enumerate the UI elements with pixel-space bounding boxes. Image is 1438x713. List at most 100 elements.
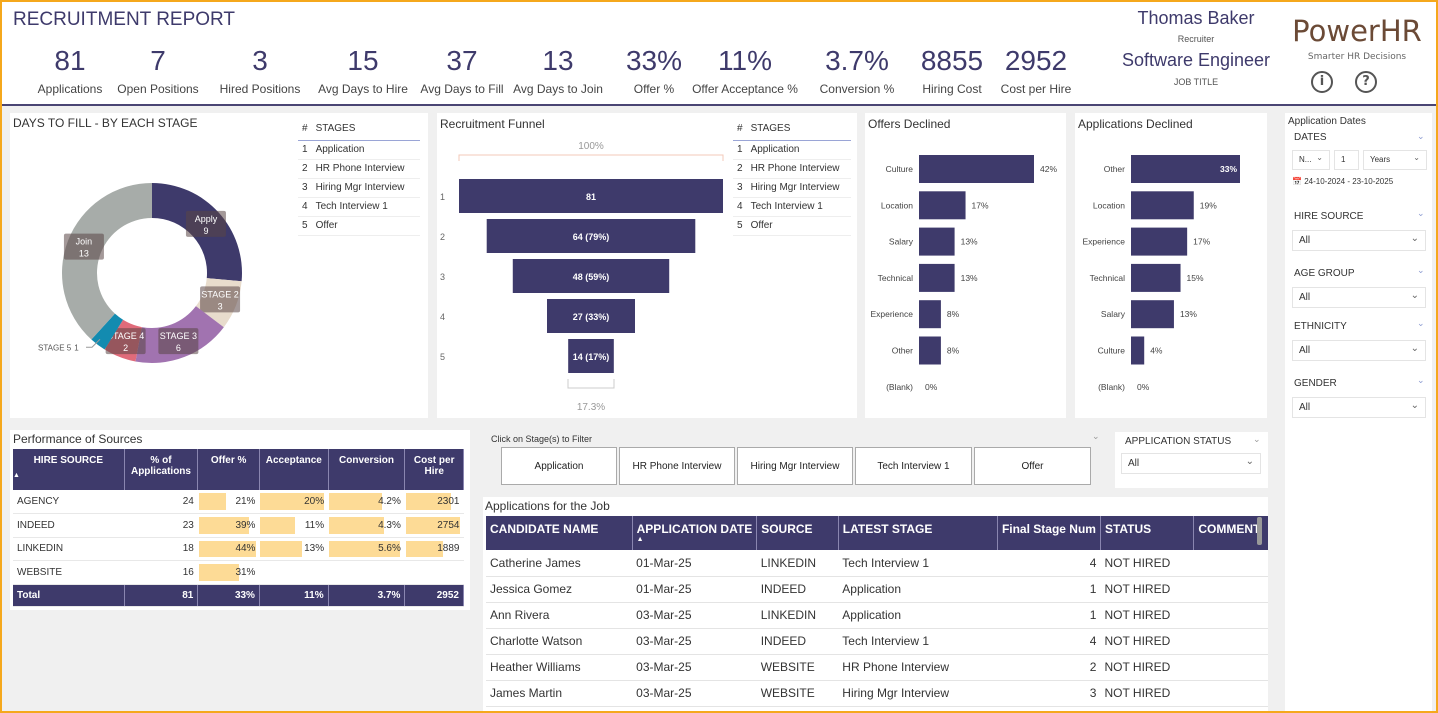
funnel-bar[interactable] [486, 219, 696, 253]
bar[interactable] [1131, 155, 1240, 183]
table-row[interactable]: Ann Rivera 03-Mar-25 LINKEDIN Application 1 N… [486, 602, 1268, 629]
table-row[interactable]: INDEED 23 39% 11% 4.3% 2754 [13, 513, 464, 538]
bar[interactable] [919, 155, 1034, 183]
cell-value: 81 [182, 589, 194, 601]
bar[interactable] [919, 227, 955, 256]
funnel-bar[interactable] [459, 179, 723, 213]
application-status-select[interactable]: All ⌄ [1121, 453, 1261, 474]
bar[interactable] [919, 336, 941, 365]
stage-filter-button[interactable]: HR Phone Interview [619, 447, 735, 485]
table-scrollbar[interactable] [1257, 517, 1262, 545]
stage-row[interactable]: 2 HR Phone Interview [733, 160, 851, 179]
bar[interactable] [1131, 227, 1188, 256]
bar-category-label: Other [1104, 164, 1125, 174]
funnel-bar[interactable] [568, 339, 614, 373]
column-header[interactable]: LATEST STAGE [838, 516, 998, 550]
stage-row[interactable]: 4 Tech Interview 1 [298, 198, 420, 217]
calendar-icon: 📅 [1292, 177, 1302, 186]
bar[interactable] [919, 191, 966, 220]
applications-panel: Applications for the Job CANDIDATE NAME A… [483, 497, 1268, 713]
column-header[interactable]: APPLICATION DATE ▲ [632, 516, 758, 550]
chevron-down-icon[interactable]: ⌄ [1253, 435, 1261, 445]
bar[interactable] [1131, 191, 1194, 220]
column-header[interactable]: SOURCE [756, 516, 839, 550]
stage-row[interactable]: 2 HR Phone Interview [298, 160, 420, 179]
table-row[interactable]: LINKEDIN 18 44% 13% 5.6% 1889 [13, 537, 464, 561]
period-count-input[interactable]: 1 [1334, 150, 1359, 170]
column-header[interactable]: COMMENT [1193, 516, 1268, 550]
column-header[interactable]: Offer % [197, 449, 260, 490]
stage-row[interactable]: 1 Application [298, 141, 420, 160]
filter-select[interactable]: All ⌄ [1292, 287, 1426, 308]
donut-chart: Apply 9 STAGE 2 3 STAGE 3 6 STAGE 4 2 STAGE 5 1 Jo… [38, 183, 243, 363]
table-row[interactable]: Heather Williams 03-Mar-25 WEBSITE HR Phone… [486, 654, 1268, 681]
stage-row[interactable]: 5 Offer [298, 217, 420, 236]
chevron-down-icon[interactable]: ⌄ [1417, 319, 1425, 329]
bar[interactable] [1131, 263, 1181, 292]
bar-category-label: Location [1093, 200, 1125, 210]
kpi-value: 8855 [920, 45, 984, 76]
column-header[interactable]: CANDIDATE NAME [486, 516, 633, 550]
chevron-down-icon[interactable]: ⌄ [1417, 266, 1425, 276]
chevron-down-icon[interactable]: ⌄ [1417, 209, 1425, 219]
table-row[interactable]: WEBSITE 16 31% [13, 560, 464, 585]
column-header[interactable]: STATUS [1100, 516, 1195, 550]
stage-filter-button[interactable]: Application [501, 447, 617, 485]
stage-filter-button[interactable]: Offer [974, 447, 1091, 485]
kpi-value: 7 [150, 45, 166, 76]
help-icon[interactable]: ? [1355, 71, 1377, 93]
data-bar [260, 493, 324, 510]
column-header[interactable]: HIRE SOURCE ▲ [13, 449, 125, 490]
chevron-down-icon[interactable]: ⌄ [1417, 132, 1425, 142]
bar[interactable] [919, 300, 941, 329]
applications-declined-chart: Other 33% Location 19% Experience 17% Technica… [1082, 155, 1240, 392]
filter-select[interactable]: All ⌄ [1292, 340, 1426, 361]
cell-value: 03-Mar-25 [636, 634, 692, 648]
filter-select[interactable]: All ⌄ [1292, 397, 1426, 418]
column-header[interactable]: Final Stage Num [997, 516, 1101, 550]
stage-row[interactable]: 3 Hiring Mgr Interview [733, 179, 851, 198]
table-row[interactable]: Jessica Gomez 01-Mar-25 INDEED Application 1… [486, 576, 1268, 603]
info-icon[interactable]: i [1311, 71, 1333, 93]
table-cell: Jessica Gomez [486, 576, 633, 603]
table-row[interactable]: James Martin 03-Mar-25 WEBSITE Hiring Mgr I… [486, 680, 1268, 707]
donut-slice[interactable] [61, 183, 152, 340]
funnel-bar[interactable] [512, 259, 670, 293]
sort-ascending-icon: ▲ [636, 536, 644, 543]
column-header[interactable]: Cost per Hire [404, 449, 464, 490]
table-row[interactable]: Charlotte Watson 03-Mar-25 INDEED Tech Inte… [486, 628, 1268, 655]
relative-period-select[interactable]: N... ⌄ [1292, 150, 1330, 170]
stage-filter-button[interactable]: Tech Interview 1 [855, 447, 972, 485]
period-unit-select[interactable]: Years ⌄ [1363, 150, 1427, 170]
cell-value: 31% [235, 566, 256, 578]
stage-row[interactable]: 4 Tech Interview 1 [733, 198, 851, 217]
stages-header[interactable]: # STAGES [298, 121, 420, 141]
funnel-bar[interactable] [547, 299, 635, 333]
stages-header[interactable]: # STAGES [733, 121, 851, 141]
table-cell: 4.3% [328, 513, 405, 538]
column-header[interactable]: % of Applications [124, 449, 199, 490]
data-bar [198, 564, 239, 581]
stage-num: 1 [737, 144, 743, 155]
table-row[interactable]: AGENCY 24 21% 20% 4.2% 2301 [13, 490, 464, 514]
bar[interactable] [919, 263, 955, 292]
chevron-down-icon: ⌄ [1410, 233, 1419, 244]
cell-value: 33% [234, 589, 255, 601]
bar[interactable] [1131, 300, 1174, 329]
stage-row[interactable]: 5 Offer [733, 217, 851, 236]
filter-select[interactable]: All ⌄ [1292, 230, 1426, 251]
stage-row[interactable]: 1 Application [733, 141, 851, 160]
column-header-text: COMMENT [1198, 522, 1261, 536]
column-header[interactable]: Conversion [328, 449, 406, 490]
chevron-down-icon[interactable]: ⌄ [1417, 376, 1425, 386]
chevron-down-icon[interactable]: ⌄ [1092, 432, 1100, 442]
table-row[interactable]: Catherine James 01-Mar-25 LINKEDIN Tech Int… [486, 550, 1268, 577]
column-header[interactable]: Acceptance [259, 449, 329, 490]
stage-row[interactable]: 3 Hiring Mgr Interview [298, 179, 420, 198]
bar-data-label: 19% [1200, 200, 1217, 210]
cell-value: 01-Mar-25 [636, 555, 692, 570]
bar-data-label: 8% [947, 346, 960, 356]
table-cell: HR Phone Interview [838, 654, 998, 681]
bar[interactable] [1131, 336, 1145, 365]
stage-filter-button[interactable]: Hiring Mgr Interview [737, 447, 853, 485]
